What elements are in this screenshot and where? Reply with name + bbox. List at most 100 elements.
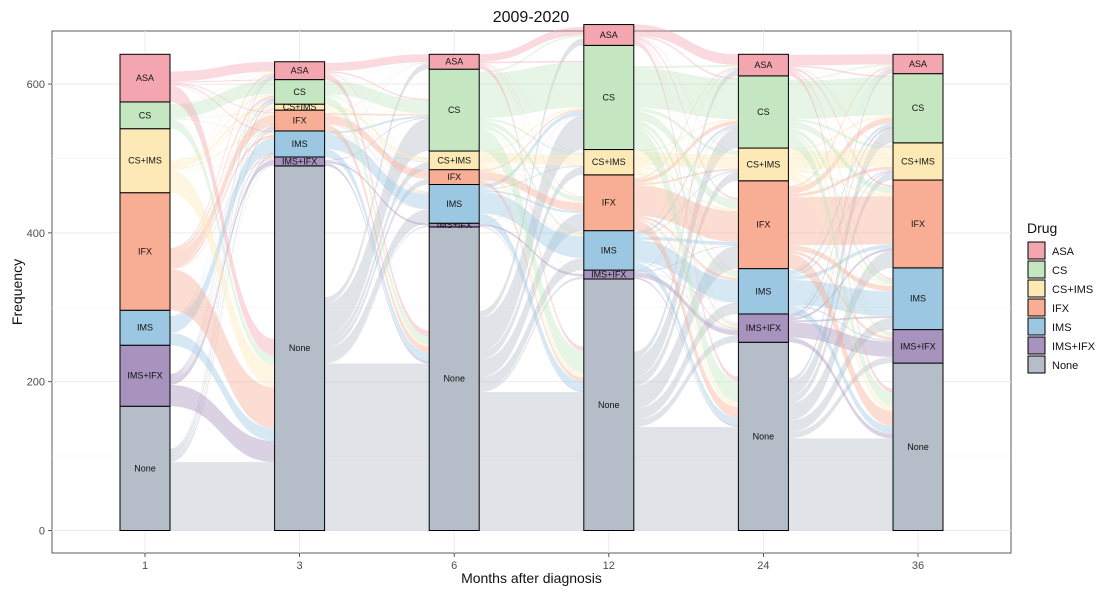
stratum-label: CS+IMS: [592, 157, 626, 167]
stratum-ims-12: [583, 230, 635, 271]
flow-none-to-cs: [788, 128, 893, 397]
flow-cs-plus-ims-to-cs: [324, 104, 430, 115]
flow-ifx-to-ifx: [324, 115, 430, 179]
flow-asa-to-ifx: [788, 67, 893, 188]
flow-none-to-ifx: [479, 213, 584, 378]
flow-ims-plus-ifx-to-ims: [170, 152, 275, 380]
stratum-ims-plus-ifx-1: [119, 344, 171, 407]
stratum-label: IFX: [756, 220, 770, 230]
stratum-label: IFX: [602, 198, 616, 208]
stacks: None IMS+IFX IMS IFX CS+IMS CS ASA None IMS+IFX I…: [119, 24, 944, 532]
flow-none-to-asa: [324, 63, 430, 304]
flow-cs-plus-ims-to-asa: [170, 72, 275, 162]
flow-none-to-none: [479, 392, 584, 531]
flow-cs-to-none: [324, 96, 430, 345]
flow-ims-plus-ifx-to-ifx: [170, 127, 275, 379]
legend-key-cs-plus-ims: [1027, 279, 1046, 298]
flow-ims-plus-ifx-to-asa: [170, 75, 275, 376]
flow-ims-to-none: [633, 262, 739, 426]
stratum-ims-3: [274, 130, 326, 158]
flow-cs-plus-ims-to-cs: [170, 93, 275, 164]
flow-none-to-cs: [324, 118, 430, 336]
stratum-cs-plus-ims-36: [892, 142, 944, 181]
x-tick-label: 12: [603, 560, 615, 572]
flow-none-to-ifx: [170, 128, 275, 458]
flow-ims-to-ims-plus-ifx: [788, 304, 893, 342]
stratum-cs-plus-ims-24: [737, 147, 789, 182]
stratum-cs-24: [737, 75, 789, 149]
flow-ims-to-asa: [170, 75, 275, 317]
stratum-label: CS+IMS: [283, 102, 317, 112]
stratum-label: CS: [293, 87, 306, 97]
flow-cs-plus-ims-to-cs: [479, 107, 584, 153]
flow-cs-plus-ims-to-ims-plus-ifx: [170, 157, 275, 171]
stratum-label: IMS+IFX: [127, 371, 162, 381]
y-tick-label: 0: [39, 526, 45, 538]
flow-cs-plus-ims-to-ims-plus-ifx: [788, 173, 893, 337]
x-tick-label: 36: [912, 560, 924, 572]
flow-ifx-to-cs: [479, 109, 584, 172]
flow-ifx-to-cs-plus-ims: [788, 166, 893, 198]
legend-key-ims-plus-ifx: [1027, 336, 1046, 355]
flow-ifx-to-cs: [324, 113, 430, 116]
stratum-label: None: [907, 442, 929, 452]
flow-cs-to-ims: [479, 124, 584, 236]
flow-ims-plus-ifx-to-ims-plus-ifx: [788, 322, 893, 357]
flow-asa-to-cs: [633, 35, 739, 80]
flow-cs-to-cs: [633, 68, 739, 120]
flow-none-to-ims: [324, 209, 430, 363]
flow-asa-to-none: [324, 73, 430, 337]
legend-label: IFX: [1052, 303, 1070, 315]
flow-ifx-to-none: [479, 180, 584, 382]
flow-cs-to-none: [479, 128, 584, 373]
stratum-label: IMS+IFX: [282, 156, 317, 166]
flow-ims-plus-ifx-to-ims-plus-ifx: [633, 272, 739, 336]
flow-asa-to-asa: [633, 24, 739, 66]
stratum-label: IMS+IFX: [746, 323, 781, 333]
flow-ims-to-ims: [479, 191, 584, 259]
flow-none-to-none: [324, 363, 430, 531]
flow-ims-plus-ifx-to-ifx: [633, 245, 739, 273]
flow-ifx-to-asa: [633, 67, 739, 180]
flow-cs-plus-ims-to-ims: [633, 167, 739, 279]
flow-cs-to-ims-plus-ifx: [788, 132, 893, 336]
flow-ims-to-none: [170, 332, 275, 441]
flow-ifx-to-ims: [479, 180, 584, 237]
stratum-asa-24: [737, 53, 789, 77]
flow-none-to-cs: [479, 115, 584, 353]
flow-ims-plus-ifx-to-none: [479, 226, 584, 393]
stratum-label: CS+IMS: [437, 155, 471, 165]
flow-ims-to-cs: [633, 124, 739, 236]
stratum-label: ASA: [754, 60, 772, 70]
flow-ifx-to-cs: [170, 95, 275, 253]
stratum-label: CS: [912, 103, 925, 113]
flow-asa-to-none: [479, 65, 584, 351]
stratum-none-3: [274, 165, 326, 532]
flow-ifx-to-cs-plus-ims: [170, 108, 275, 254]
flow-ims-plus-ifx-to-asa: [788, 69, 893, 315]
stratum-label: None: [134, 463, 156, 473]
flow-ims-plus-ifx-to-none: [170, 384, 275, 463]
flow-ifx-to-none: [170, 269, 275, 429]
flow-ifx-to-asa: [479, 37, 584, 171]
stratum-label: IMS: [446, 199, 462, 209]
flow-asa-to-ims: [788, 69, 893, 280]
flow-cs-plus-ims-to-ims: [170, 133, 275, 170]
flow-cs-to-asa: [633, 65, 739, 69]
flow-ims-to-cs: [788, 123, 893, 275]
flow-cs-plus-ims-to-cs: [633, 119, 739, 152]
stratum-label: ASA: [445, 57, 463, 67]
stratum-label: CS: [757, 107, 770, 117]
flow-none-to-cs-plus-ims: [170, 109, 275, 456]
flows: [170, 24, 893, 531]
flow-none-to-none: [170, 462, 275, 531]
legend-title: Drug: [1027, 220, 1057, 236]
flow-asa-to-ifx: [633, 37, 739, 200]
flow-ims-plus-ifx-to-cs: [633, 127, 739, 271]
flow-none-to-ims-plus-ifx: [170, 164, 275, 463]
flow-none-to-asa: [479, 38, 584, 318]
x-axis-title: Months after diagnosis: [461, 570, 602, 586]
flow-cs-plus-ims-to-ifx: [788, 169, 893, 197]
flow-cs-to-cs: [170, 80, 275, 119]
flow-cs-to-ims: [633, 120, 739, 277]
